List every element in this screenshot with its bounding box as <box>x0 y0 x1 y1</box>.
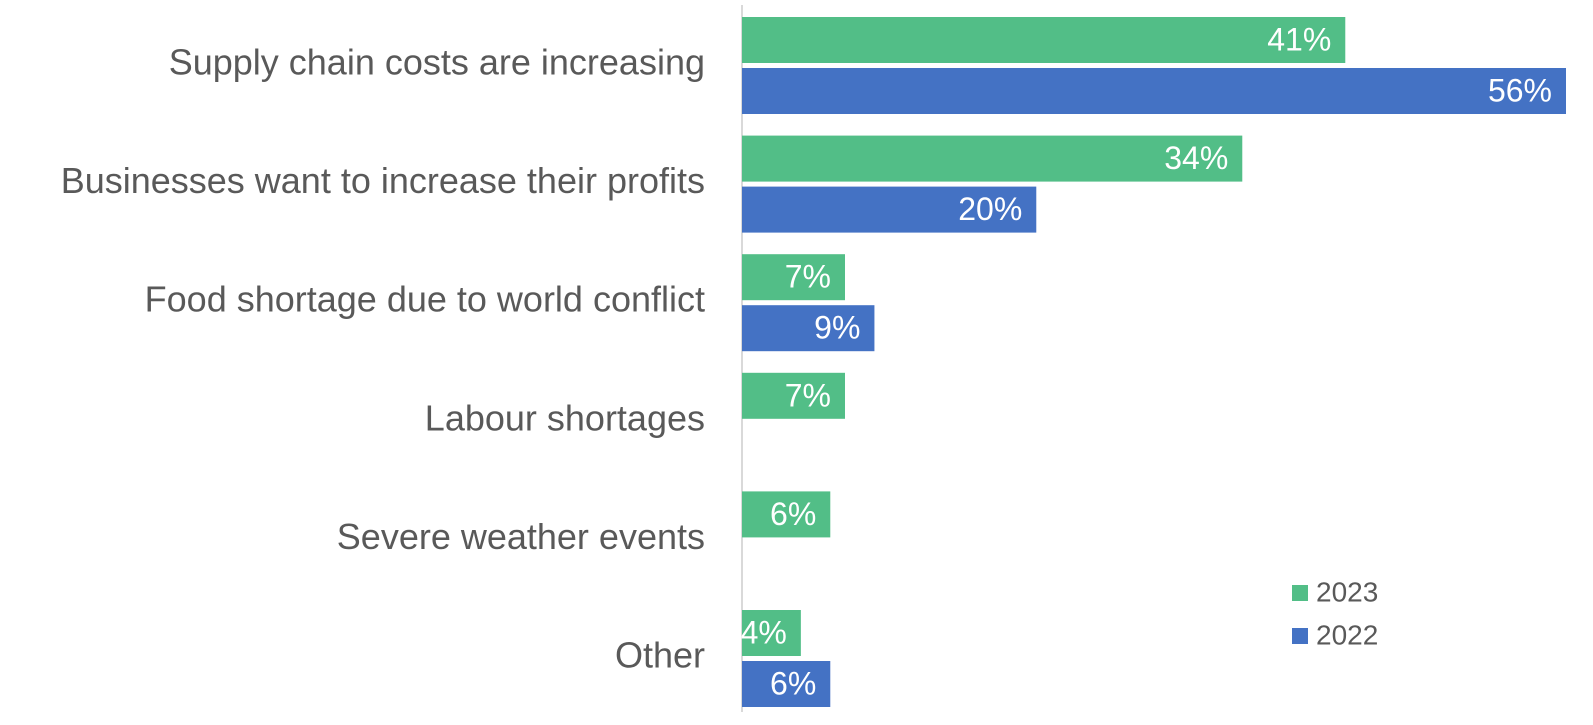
bar <box>742 135 1243 182</box>
value-label: 20% <box>958 191 1022 227</box>
category-label: Food shortage due to world conflict <box>145 279 705 320</box>
value-label: 34% <box>1164 140 1228 176</box>
bar <box>742 254 845 301</box>
bar <box>742 186 1037 233</box>
category-label: Other <box>615 635 705 676</box>
category-label: Businesses want to increase their profit… <box>61 160 705 201</box>
value-label: 4% <box>741 614 787 650</box>
value-label: 41% <box>1267 21 1331 57</box>
category-label: Severe weather events <box>337 516 705 557</box>
legend-swatch <box>1292 628 1308 644</box>
bar <box>742 491 831 538</box>
value-label: 6% <box>770 665 816 701</box>
value-label: 56% <box>1488 72 1552 108</box>
category-label: Labour shortages <box>425 397 705 438</box>
bar <box>742 305 875 352</box>
value-label: 7% <box>785 377 831 413</box>
category-label: Supply chain costs are increasing <box>169 42 705 83</box>
bar <box>742 610 801 656</box>
value-label: 7% <box>785 259 831 295</box>
bar <box>742 68 1566 114</box>
legend-label: 2022 <box>1316 619 1378 650</box>
bar <box>742 372 845 419</box>
bar <box>742 661 831 707</box>
value-label: 9% <box>814 310 860 346</box>
legend-swatch <box>1292 585 1308 601</box>
bar <box>742 17 1346 63</box>
legend-label: 2023 <box>1316 576 1378 607</box>
value-label: 6% <box>770 496 816 532</box>
